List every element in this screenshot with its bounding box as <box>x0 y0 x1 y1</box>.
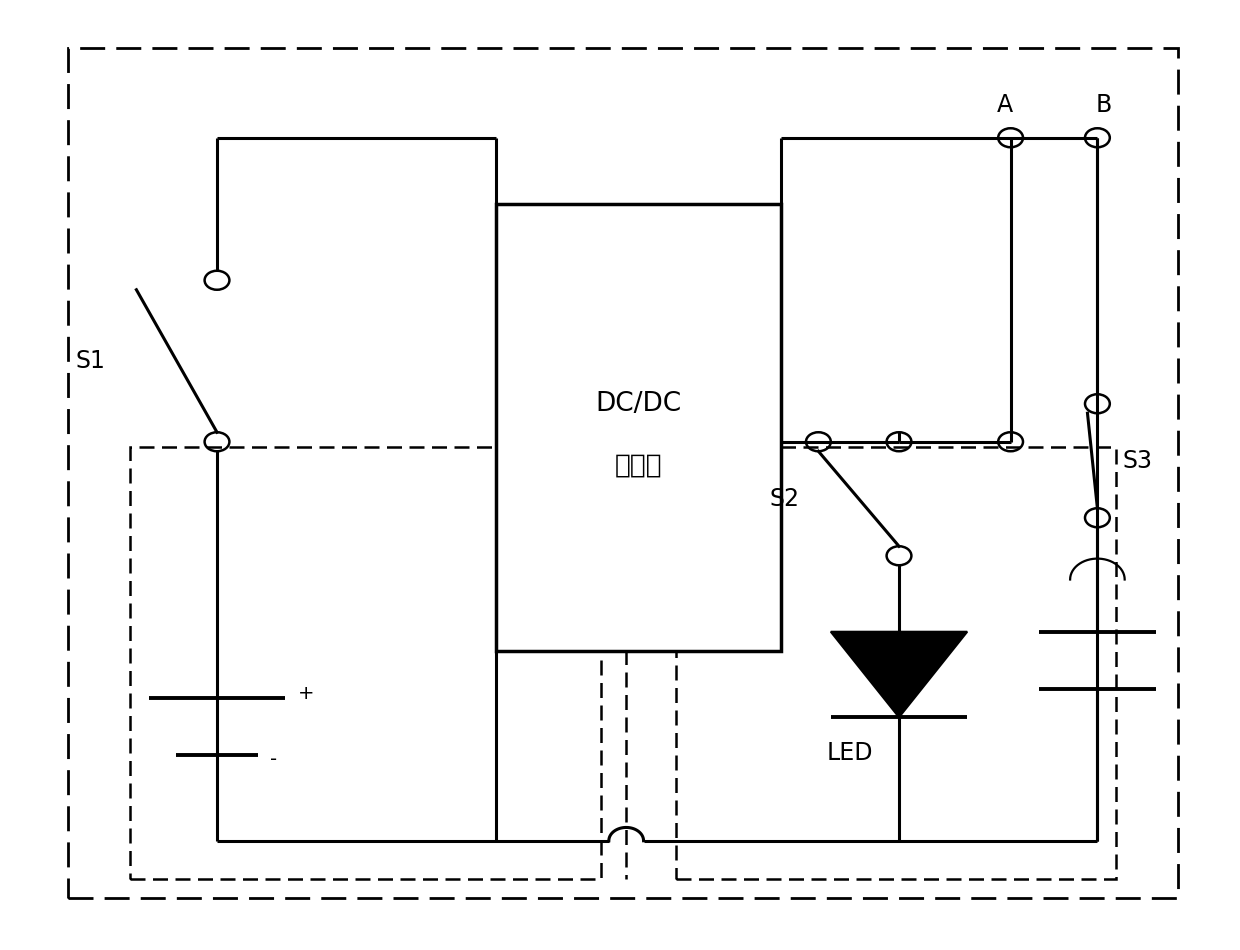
Text: S3: S3 <box>1122 448 1152 473</box>
Text: +: + <box>298 684 314 703</box>
Bar <box>676 446 1116 879</box>
Text: -: - <box>270 750 278 770</box>
Text: B: B <box>1095 93 1112 117</box>
Bar <box>130 446 601 879</box>
Text: 变换器: 变换器 <box>615 452 662 479</box>
Bar <box>496 204 781 651</box>
Text: S2: S2 <box>770 486 800 511</box>
Bar <box>68 48 1178 898</box>
Text: A: A <box>996 93 1013 117</box>
Text: LED: LED <box>826 741 873 765</box>
Text: S1: S1 <box>76 349 105 373</box>
Text: DC/DC: DC/DC <box>595 390 682 417</box>
Polygon shape <box>831 632 967 717</box>
